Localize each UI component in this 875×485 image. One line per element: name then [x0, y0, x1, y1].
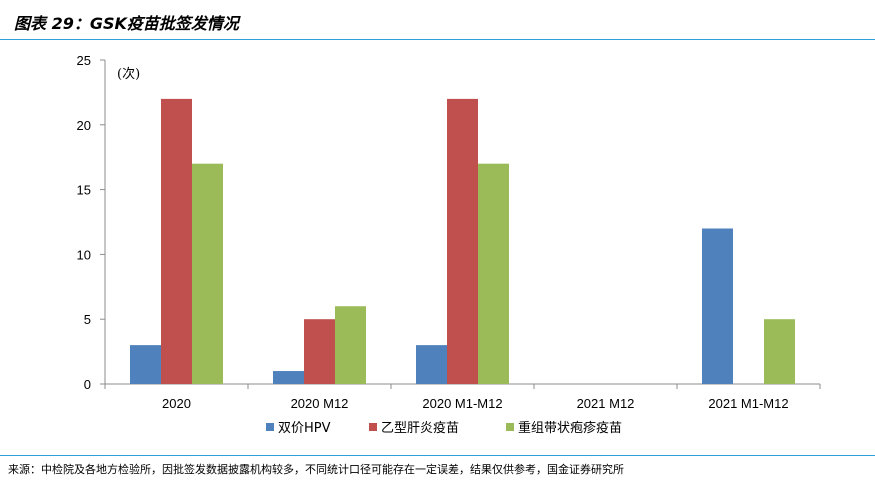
- y-axis-ticks: 0 5 10 15 20 25: [77, 53, 105, 392]
- legend-swatch: [369, 423, 377, 431]
- legend-label: 双价HPV: [278, 421, 331, 436]
- bar-chart: 0 5 10 15 20 25 2020 2020 M12 2020 M1-M12 2021 M…: [77, 53, 821, 436]
- y-tick-label: 0: [84, 377, 91, 392]
- bar: [304, 319, 335, 384]
- legend-label: 乙型肝炎疫苗: [381, 420, 459, 436]
- bar: [161, 98, 192, 384]
- y-tick-label: 20: [77, 118, 91, 133]
- bar: [416, 345, 447, 384]
- title-divider: [0, 39, 875, 40]
- bar: [702, 228, 733, 384]
- x-tick-label: 2020: [162, 396, 191, 411]
- y-tick-label: 25: [77, 53, 91, 68]
- legend-label: 重组带状疱疹疫苗: [518, 420, 622, 436]
- x-tick-label: 2020 M1-M12: [422, 396, 502, 411]
- bar: [478, 163, 509, 384]
- x-tick-label: 2021 M1-M12: [708, 396, 788, 411]
- bar: [130, 345, 161, 384]
- y-tick-label: 15: [77, 183, 91, 198]
- footer-divider: [0, 455, 875, 456]
- y-unit-label: (次): [117, 66, 140, 82]
- x-tick-label: 2020 M12: [291, 396, 349, 411]
- chart-title: 图表 29：GSK疫苗批签发情况: [14, 14, 239, 33]
- y-tick-label: 5: [84, 312, 91, 327]
- bar: [764, 319, 795, 384]
- bar: [335, 306, 366, 384]
- chart-legend: 双价HPV 乙型肝炎疫苗 重组带状疱疹疫苗: [266, 420, 622, 436]
- x-tick-label: 2021 M12: [577, 396, 635, 411]
- title-bar: 图表 29：GSK疫苗批签发情况: [0, 0, 875, 36]
- bar: [273, 371, 304, 384]
- source-note: 来源：中检院及各地方检验所，因批签发数据披露机构较多，不同统计口径可能存在一定误…: [8, 463, 624, 476]
- y-tick-label: 10: [77, 247, 91, 262]
- x-axis-labels: 2020 2020 M12 2020 M1-M12 2021 M12 2021 M1-M…: [162, 396, 789, 411]
- legend-swatch: [266, 423, 274, 431]
- chart-bars: [130, 98, 795, 384]
- legend-swatch: [506, 423, 514, 431]
- bar: [447, 98, 478, 384]
- bar: [192, 163, 223, 384]
